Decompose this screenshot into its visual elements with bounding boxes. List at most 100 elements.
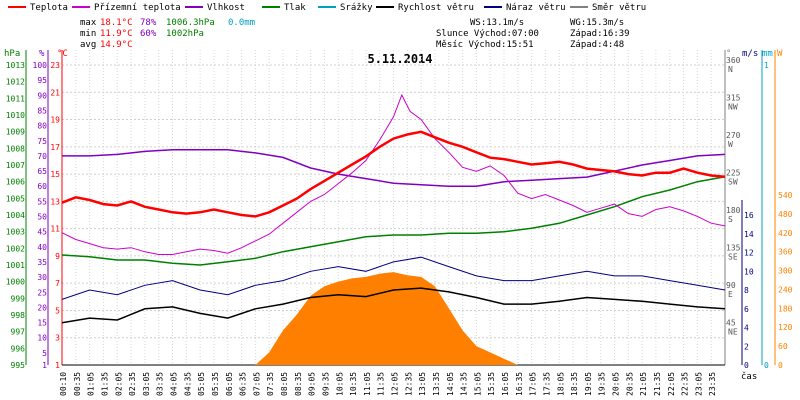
w-tick-label: 180	[778, 304, 793, 313]
dir-tick-label: 360	[726, 56, 741, 65]
dir-tick-compass: SW	[728, 178, 738, 187]
x-tick-labels: 00:10 00:35 01:05 01:35 02:05 02:35 03:05 03:35…	[59, 372, 717, 396]
pct-tick-label: 15	[37, 319, 47, 328]
w-tick-label: 540	[778, 191, 793, 200]
x-tick-label: 22:05	[667, 372, 676, 396]
wind-gust-line	[61, 256, 726, 300]
hpa-tick-label: 1012	[6, 78, 25, 87]
x-tick-label: 20:05	[612, 372, 621, 396]
hpa-tick-label: 1005	[6, 194, 25, 203]
x-tick-label: 07:35	[266, 372, 275, 396]
pct-tick-label: 60	[37, 182, 47, 191]
info-block: WS:13.1m/s WG:15.3m/s Slunce Východ:07:00 Z…	[436, 18, 630, 50]
hpa-tick-label: 1006	[6, 178, 25, 187]
ms-tick-label: 2	[744, 342, 749, 351]
stats-avg-temp: 14.9°C	[100, 40, 133, 50]
x-tick-label: 01:05	[87, 372, 96, 396]
legend: Teplota Přízemní teplota Vlhkost Tlak Srážky…	[8, 3, 646, 13]
w-tick-label: 120	[778, 323, 793, 332]
pct-tick-label: 40	[37, 243, 47, 252]
x-tick-label: 11:35	[377, 372, 386, 396]
plot-area	[61, 93, 726, 365]
hpa-tick-label: 1013	[6, 61, 25, 70]
dir-tick-compass: NW	[728, 103, 738, 112]
info-moon-set: Západ:4:48	[570, 40, 624, 50]
x-tick-label: 03:05	[142, 372, 151, 396]
dir-tick-label: 225	[726, 169, 741, 178]
hpa-tick-label: 1011	[6, 94, 25, 103]
x-tick-label: 03:35	[156, 372, 165, 396]
x-tick-label: 17:35	[542, 372, 551, 396]
hpa-axis-title: hPa	[4, 49, 20, 59]
x-tick-label: 21:35	[653, 372, 662, 396]
x-tick-label: 10:05	[335, 372, 344, 396]
stats-min-label: min	[80, 29, 96, 39]
x-tick-label: 17:05	[529, 372, 538, 396]
temp-tick-label: 7	[55, 279, 60, 288]
ground-temp-line	[61, 93, 726, 255]
x-tick-label: 07:05	[252, 372, 261, 396]
hpa-tick-label: 999	[11, 294, 26, 303]
temp-tick-label: 23	[50, 61, 60, 70]
x-tick-label: 22:35	[681, 372, 690, 396]
x-tick-label: 05:05	[197, 372, 206, 396]
legend-label: Teplota	[30, 3, 68, 13]
w-tick-label: 420	[778, 229, 793, 238]
info-moon-rise: Měsíc Východ:15:51	[436, 40, 534, 50]
ms-tick-label: 8	[744, 286, 749, 295]
pct-tick-label: 30	[37, 273, 47, 282]
hpa-tick-label: 1000	[6, 278, 25, 287]
hpa-tick-label: 1001	[6, 261, 25, 270]
x-tick-label: 15:35	[487, 372, 496, 396]
hpa-tick-label: 1007	[6, 161, 25, 170]
temp-tick-label: 13	[50, 197, 60, 206]
temp-tick-label: 11	[50, 225, 60, 234]
pct-tick-label: 25	[37, 288, 47, 297]
stats-max-label: max	[80, 18, 97, 28]
temp-tick-label: 1	[55, 361, 60, 370]
x-tick-label: 14:35	[460, 372, 469, 396]
x-tick-label: 19:05	[584, 372, 593, 396]
axes: hPa% °C ° m/s mm W995996997998999100010011002…	[4, 49, 793, 370]
dir-tick-label: 315	[726, 94, 741, 103]
pct-tick-label: 10	[37, 334, 47, 343]
pct-tick-label: 50	[37, 213, 47, 222]
x-tick-label: 00:10	[59, 372, 68, 396]
temp-tick-label: 5	[55, 306, 60, 315]
hpa-tick-label: 1010	[6, 111, 25, 120]
hpa-tick-label: 1008	[6, 144, 25, 153]
stats-max-press: 1006.3hPa	[166, 18, 215, 28]
stats-max-rain: 0.0mm	[228, 18, 255, 28]
pct-tick-label: 80	[37, 122, 47, 131]
legend-label: Přízemní teplota	[94, 3, 181, 13]
info-ws: WS:13.1m/s	[470, 18, 524, 28]
x-tick-label: 21:05	[639, 372, 648, 396]
pct-tick-label: 5	[42, 349, 47, 358]
chart-title: 5.11.2014	[367, 52, 432, 66]
info-wg: WG:15.3m/s	[570, 18, 624, 28]
x-tick-label: 23:35	[708, 372, 717, 396]
w-tick-label: 60	[778, 342, 788, 351]
pct-tick-label: 90	[37, 91, 47, 100]
hpa-tick-label: 997	[11, 328, 26, 337]
x-tick-label: 02:05	[114, 372, 123, 396]
mm-axis-title: mm	[762, 49, 773, 59]
pct-tick-label: 20	[37, 303, 47, 312]
wind-speed-line	[61, 287, 726, 324]
ms-tick-label: 12	[744, 249, 754, 258]
pct-tick-label: 75	[37, 137, 47, 146]
w-tick-label: 240	[778, 285, 793, 294]
pct-tick-label: 65	[37, 167, 47, 176]
temp-tick-label: 15	[50, 170, 60, 179]
x-tick-label: 06:35	[239, 372, 248, 396]
x-tick-label: 08:35	[294, 372, 303, 396]
dir-tick-compass: SE	[728, 253, 738, 262]
x-tick-label: 05:35	[211, 372, 220, 396]
legend-label: Tlak	[284, 3, 306, 13]
x-tick-label: 10:35	[349, 372, 358, 396]
x-tick-label: 00:35	[73, 372, 82, 396]
dir-tick-label: 45	[726, 319, 736, 328]
x-axis-label: čas	[741, 371, 757, 382]
stats-min-press: 1002hPa	[166, 29, 204, 39]
x-tick-label: 01:35	[100, 372, 109, 396]
